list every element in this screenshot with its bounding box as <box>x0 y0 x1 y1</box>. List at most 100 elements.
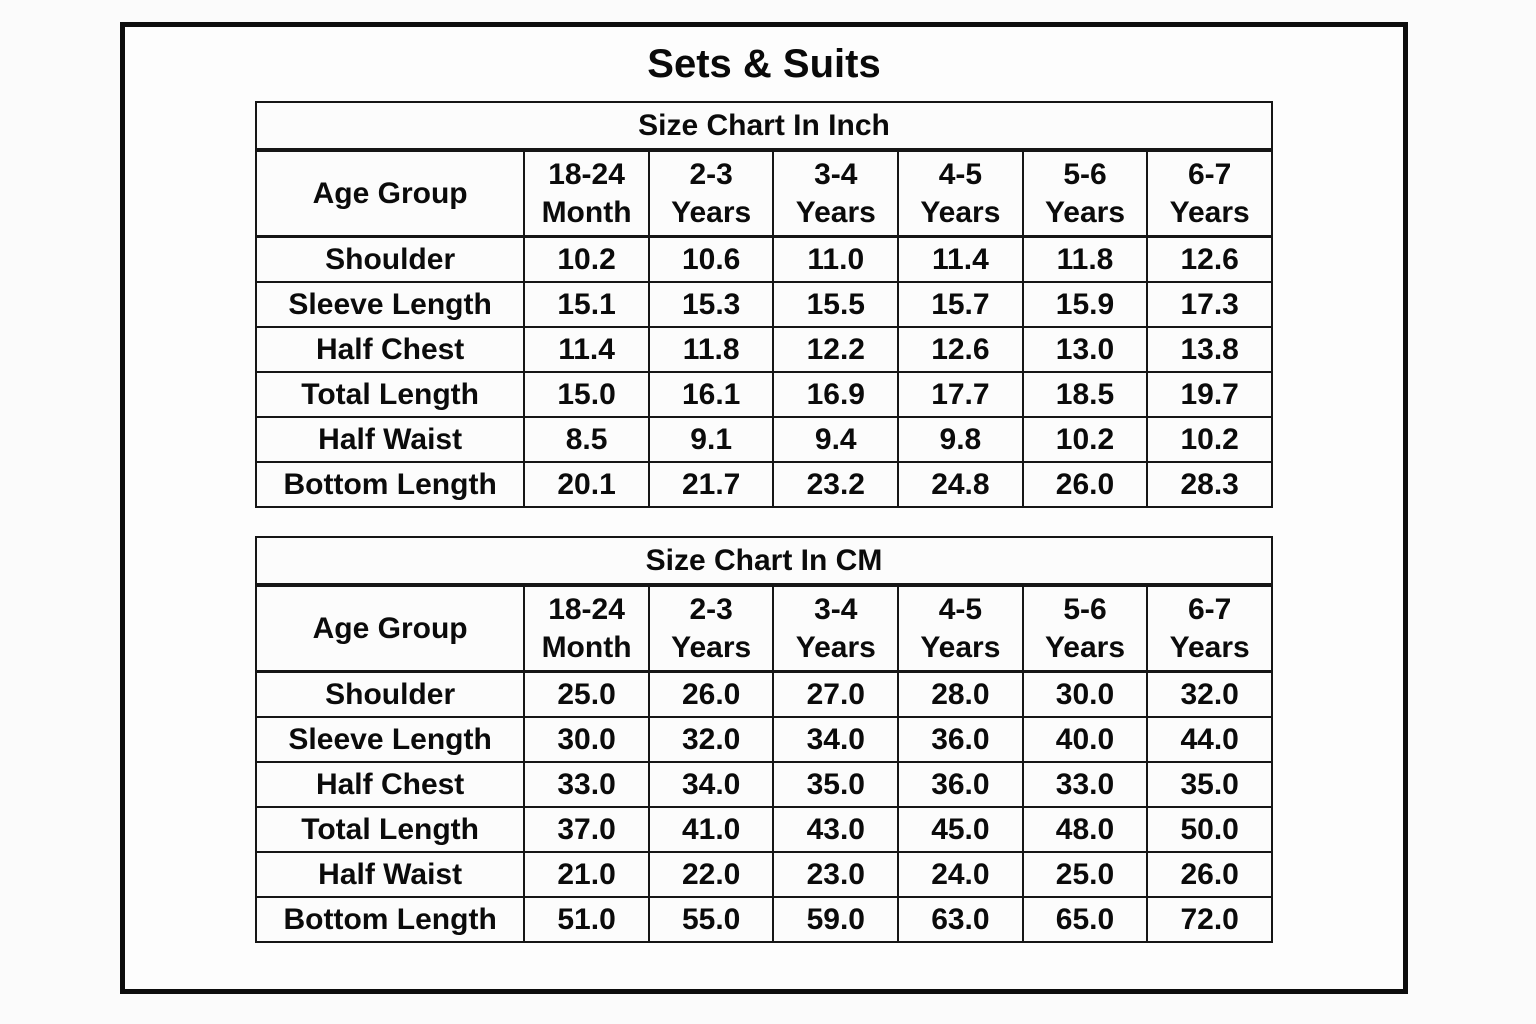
col-header-line1: 3-4 <box>814 157 858 191</box>
value-cell: 9.4 <box>772 416 900 463</box>
row-label-sleeve-length: Sleeve Length <box>254 716 526 763</box>
value-cell: 16.1 <box>647 371 775 418</box>
col-header-line2: Years <box>1044 195 1126 229</box>
row-label-shoulder: Shoulder <box>254 670 526 718</box>
outer-frame: Sets & Suits Size Chart In Inch Age Grou… <box>120 22 1408 994</box>
col-header-line1: 18-24 <box>548 157 625 191</box>
value-cell: 59.0 <box>772 896 900 943</box>
value-cell: 11.8 <box>647 326 775 373</box>
value-cell: 32.0 <box>1146 670 1273 718</box>
col-header-line2: Years <box>795 630 876 664</box>
value-cell: 51.0 <box>523 896 650 943</box>
page-title: Sets & Suits <box>647 42 881 86</box>
value-cell: 18.5 <box>1021 371 1149 418</box>
table-row-half-waist: Half Waist 8.5 9.1 9.4 9.8 10.2 10.2 <box>254 416 1273 463</box>
value-cell: 11.0 <box>772 235 900 283</box>
value-cell: 8.5 <box>523 416 650 463</box>
value-cell: 26.0 <box>1021 461 1149 508</box>
value-cell: 37.0 <box>523 806 650 853</box>
value-cell: 12.6 <box>1146 235 1273 283</box>
value-cell: 24.0 <box>897 851 1024 898</box>
col-header-line1: 2-3 <box>689 157 733 191</box>
col-header-6-7-years: 6-7 Years <box>1146 584 1273 673</box>
col-header-line1: 18-24 <box>548 592 625 626</box>
value-cell: 9.1 <box>647 416 775 463</box>
col-header-line1: 4-5 <box>938 592 983 626</box>
row-label-half-chest: Half Chest <box>254 761 526 808</box>
age-group-header: Age Group <box>254 149 526 238</box>
col-header-18-24-month: 18-24 Month <box>523 584 650 673</box>
value-cell: 35.0 <box>772 761 900 808</box>
col-header-line1: 4-5 <box>938 157 983 191</box>
value-cell: 10.2 <box>523 235 650 283</box>
value-cell: 28.3 <box>1146 461 1273 508</box>
row-label-half-chest: Half Chest <box>254 326 526 373</box>
age-group-header: Age Group <box>254 584 526 673</box>
value-cell: 13.0 <box>1021 326 1149 373</box>
value-cell: 27.0 <box>772 670 900 718</box>
col-header-5-6-years: 5-6 Years <box>1021 584 1149 673</box>
value-cell: 11.4 <box>523 326 650 373</box>
col-header-line1: 3-4 <box>814 592 858 626</box>
table-title-row: Size Chart In CM <box>255 536 1273 587</box>
value-cell: 26.0 <box>647 670 775 718</box>
col-header-3-4-years: 3-4 Years <box>772 584 900 673</box>
row-label-half-waist: Half Waist <box>254 851 526 898</box>
value-cell: 65.0 <box>1021 896 1149 943</box>
col-header-line2: Month <box>541 195 632 229</box>
value-cell: 15.5 <box>772 281 900 328</box>
row-label-half-waist: Half Waist <box>254 416 526 463</box>
value-cell: 34.0 <box>647 761 775 808</box>
value-cell: 13.8 <box>1146 326 1273 373</box>
table-row-total-length: Total Length 37.0 41.0 43.0 45.0 48.0 50… <box>254 806 1273 853</box>
col-header-line1: 2-3 <box>689 592 733 626</box>
value-cell: 15.7 <box>897 281 1024 328</box>
table-row-bottom-length: Bottom Length 20.1 21.7 23.2 24.8 26.0 2… <box>254 461 1273 508</box>
column-header-row: Age Group 18-24 Month 2-3 Years 3-4 Year… <box>254 149 1273 238</box>
col-header-line1: 5-6 <box>1063 157 1107 191</box>
value-cell: 20.1 <box>523 461 650 508</box>
value-cell: 28.0 <box>897 670 1024 718</box>
table-row-half-waist: Half Waist 21.0 22.0 23.0 24.0 25.0 26.0 <box>254 851 1273 898</box>
table-row-total-length: Total Length 15.0 16.1 16.9 17.7 18.5 19… <box>254 371 1273 418</box>
value-cell: 16.9 <box>772 371 900 418</box>
value-cell: 63.0 <box>897 896 1024 943</box>
value-cell: 35.0 <box>1146 761 1273 808</box>
value-cell: 21.0 <box>523 851 650 898</box>
value-cell: 10.6 <box>647 235 775 283</box>
value-cell: 36.0 <box>897 761 1024 808</box>
value-cell: 19.7 <box>1146 371 1273 418</box>
col-header-4-5-years: 4-5 Years <box>897 149 1024 238</box>
col-header-line2: Month <box>541 630 632 664</box>
value-cell: 17.7 <box>897 371 1024 418</box>
value-cell: 25.0 <box>1021 851 1149 898</box>
value-cell: 21.7 <box>647 461 775 508</box>
row-label-sleeve-length: Sleeve Length <box>254 281 526 328</box>
value-cell: 10.2 <box>1021 416 1149 463</box>
col-header-line1: 5-6 <box>1063 592 1107 626</box>
value-cell: 22.0 <box>647 851 775 898</box>
value-cell: 15.9 <box>1021 281 1149 328</box>
col-header-2-3-years: 2-3 Years <box>647 149 775 238</box>
value-cell: 48.0 <box>1021 806 1149 853</box>
col-header-line2: Years <box>1044 630 1126 664</box>
value-cell: 32.0 <box>647 716 775 763</box>
table-row-sleeve-length: Sleeve Length 15.1 15.3 15.5 15.7 15.9 1… <box>254 281 1273 328</box>
value-cell: 15.3 <box>647 281 775 328</box>
value-cell: 11.4 <box>897 235 1024 283</box>
table-title-row: Size Chart In Inch <box>255 101 1273 152</box>
value-cell: 30.0 <box>1021 670 1149 718</box>
size-table-inch: Size Chart In Inch Age Group 18-24 Month… <box>254 101 1273 508</box>
table-title-inch: Size Chart In Inch <box>255 101 1273 152</box>
col-header-6-7-years: 6-7 Years <box>1146 149 1273 238</box>
table-row-shoulder: Shoulder 10.2 10.6 11.0 11.4 11.8 12.6 <box>254 235 1273 283</box>
row-label-shoulder: Shoulder <box>254 235 526 283</box>
value-cell: 72.0 <box>1146 896 1273 943</box>
table-row-bottom-length: Bottom Length 51.0 55.0 59.0 63.0 65.0 7… <box>254 896 1273 943</box>
value-cell: 40.0 <box>1021 716 1149 763</box>
value-cell: 36.0 <box>897 716 1024 763</box>
row-label-total-length: Total Length <box>254 371 526 418</box>
value-cell: 33.0 <box>523 761 650 808</box>
col-header-4-5-years: 4-5 Years <box>897 584 1024 673</box>
